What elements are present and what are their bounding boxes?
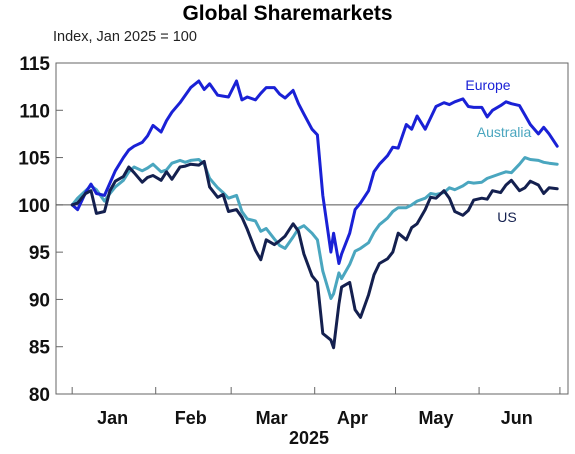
y-tick-label: 95 xyxy=(29,243,51,264)
x-tick-label: Apr xyxy=(337,408,368,428)
chart-subtitle: Index, Jan 2025 = 100 xyxy=(53,29,197,45)
plot-frame xyxy=(55,62,569,395)
x-tick-label: Mar xyxy=(256,408,288,428)
series-label-australia: Australia xyxy=(477,124,532,140)
y-tick-label: 100 xyxy=(18,196,50,217)
x-tick-label: Jan xyxy=(97,408,128,428)
y-tick-label: 80 xyxy=(29,385,50,406)
series-line-us xyxy=(70,159,559,350)
series-line-europe xyxy=(70,79,559,265)
x-axis-label: 2025 xyxy=(289,428,330,448)
y-tick-label: 115 xyxy=(19,54,50,75)
y-tick-label: 90 xyxy=(29,290,50,311)
x-tick-label: Feb xyxy=(175,408,207,428)
chart-title: Global Sharemarkets xyxy=(182,2,393,25)
x-tick-label: Jun xyxy=(501,408,533,428)
y-tick-label: 85 xyxy=(29,338,51,359)
y-tick-label: 110 xyxy=(19,101,50,122)
series-label-europe: Europe xyxy=(465,77,510,93)
series-label-us: US xyxy=(497,209,516,225)
x-tick-label: May xyxy=(418,408,453,428)
series-line-australia xyxy=(70,156,559,300)
y-tick-label: 105 xyxy=(18,149,50,170)
